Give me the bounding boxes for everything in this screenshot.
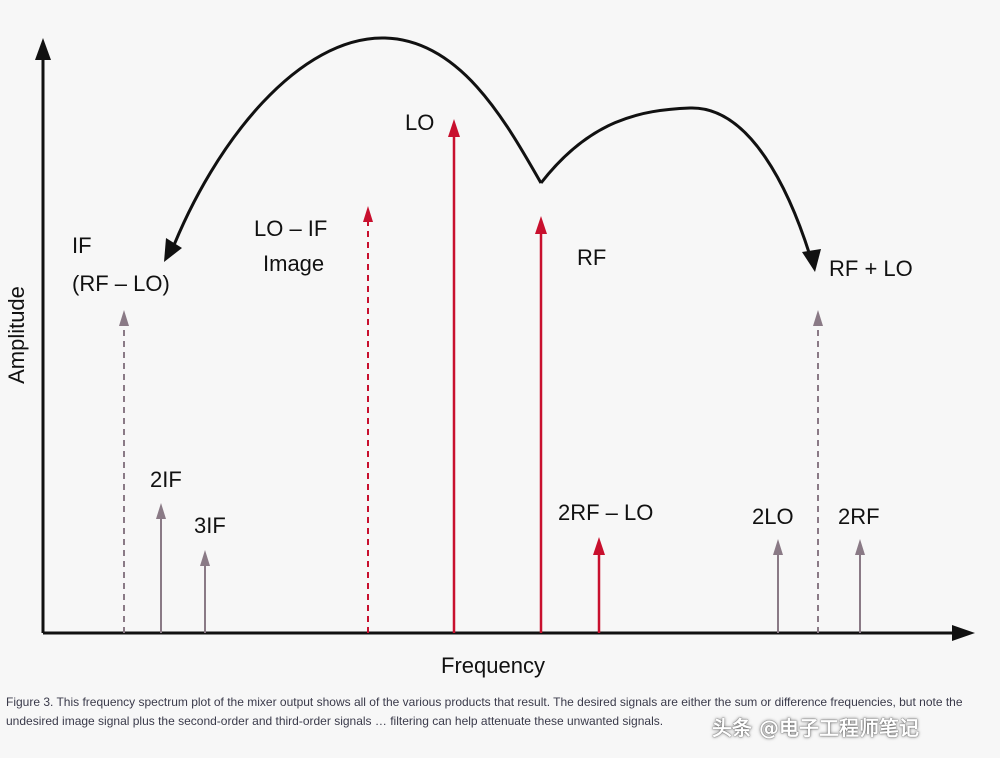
axes	[35, 38, 975, 641]
signal-2lo-label: 2LO	[752, 504, 794, 529]
signal-2lo-arrowhead	[773, 539, 783, 555]
curve-arrow-to-sum	[539, 106, 814, 263]
signal-rf-plus-lo: RF + LO	[813, 256, 913, 633]
signal-if: IF (RF – LO)	[72, 233, 170, 633]
signal-if-arrowhead	[119, 310, 129, 326]
spectrum-diagram: Amplitude Frequency IF (RF – LO) 2IF 3IF…	[4, 36, 975, 678]
signal-lo-arrowhead	[448, 119, 460, 137]
y-axis-label: Amplitude	[4, 286, 29, 384]
signal-2rf-lo: 2RF – LO	[558, 500, 653, 633]
curve-arrowhead-sum	[802, 249, 821, 272]
signal-lo: LO	[405, 110, 460, 633]
signal-3if-arrowhead	[200, 550, 210, 566]
signal-rf-label: RF	[577, 245, 606, 270]
signal-if-label-2: (RF – LO)	[72, 271, 170, 296]
signal-3if: 3IF	[194, 513, 226, 633]
signal-2if: 2IF	[150, 467, 182, 633]
curve-arrow-to-if	[168, 36, 543, 256]
signal-rf-arrowhead	[535, 216, 547, 234]
signal-if-label-1: IF	[72, 233, 92, 258]
signal-image-arrowhead	[363, 206, 373, 222]
signal-rf: RF	[535, 216, 606, 633]
y-axis-arrowhead	[35, 38, 51, 60]
x-axis-arrowhead	[952, 625, 975, 641]
curve-arrowhead-if	[164, 238, 182, 262]
signal-2rf-lo-label: 2RF – LO	[558, 500, 653, 525]
x-axis-label: Frequency	[441, 653, 545, 678]
signal-2rf: 2RF	[838, 504, 880, 633]
signal-2rf-label: 2RF	[838, 504, 880, 529]
signal-2rf-lo-arrowhead	[593, 537, 605, 555]
signal-rf-plus-lo-arrowhead	[813, 310, 823, 326]
signal-rf-plus-lo-label: RF + LO	[829, 256, 913, 281]
signal-lo-label: LO	[405, 110, 434, 135]
figure-caption: Figure 3. This frequency spectrum plot o…	[6, 695, 963, 728]
signal-image: LO – IF Image	[254, 206, 373, 633]
signal-2if-label: 2IF	[150, 467, 182, 492]
signal-3if-label: 3IF	[194, 513, 226, 538]
signal-image-label-2: Image	[263, 251, 324, 276]
watermark: 头条 @电子工程师笔记	[712, 716, 919, 740]
signal-image-label-1: LO – IF	[254, 216, 327, 241]
signal-2lo: 2LO	[752, 504, 794, 633]
signal-2rf-arrowhead	[855, 539, 865, 555]
signal-2if-arrowhead	[156, 503, 166, 519]
